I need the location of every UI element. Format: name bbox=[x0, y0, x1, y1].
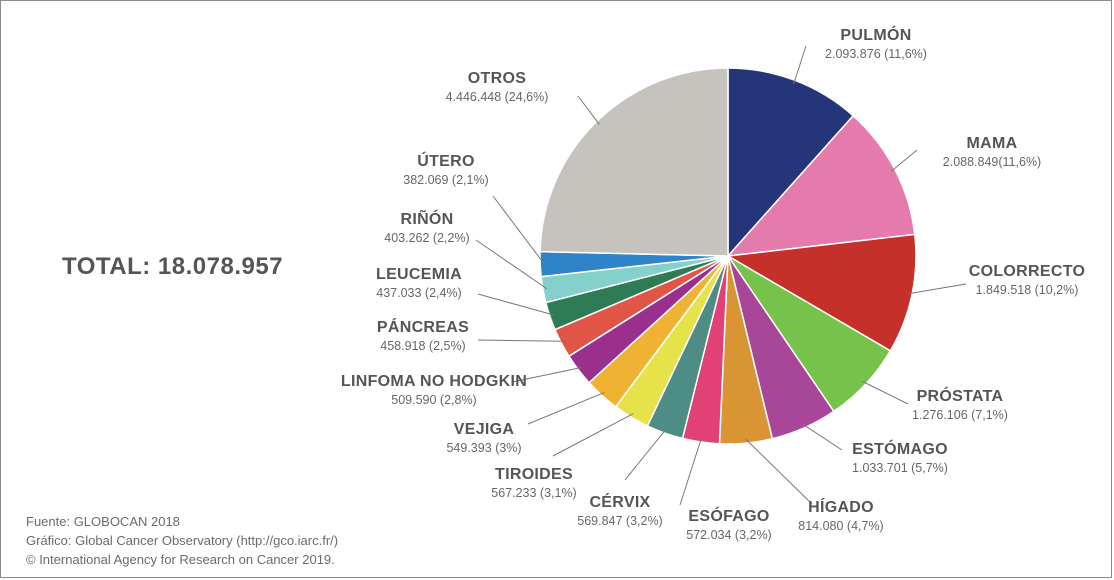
value-prostata: 1.276.106 (7,1%) bbox=[912, 408, 1008, 422]
leader-leucemia bbox=[477, 293, 554, 316]
slice-colorrecto bbox=[725, 233, 917, 352]
credits: Fuente: GLOBOCAN 2018 Gráfico: Global Ca… bbox=[26, 512, 338, 569]
label-prostata: PRÓSTATA bbox=[917, 386, 1004, 405]
source-text: Fuente: GLOBOCAN 2018 bbox=[26, 514, 180, 529]
leader-cervix bbox=[624, 428, 667, 481]
label-vejiga: VEJIGA bbox=[454, 421, 515, 438]
leader-lines bbox=[475, 45, 967, 506]
value-vejiga: 549.393 (3%) bbox=[446, 441, 521, 455]
leader-esofago bbox=[679, 437, 702, 506]
label-mama: MAMA bbox=[967, 135, 1018, 152]
slice-mama bbox=[726, 114, 916, 257]
label-pulmon: PULMÓN bbox=[840, 25, 911, 44]
value-leucemia: 437.033 (2,4%) bbox=[376, 286, 461, 300]
value-estomago: 1.033.701 (5,7%) bbox=[852, 461, 948, 475]
value-tiroides: 567.233 (3,1%) bbox=[491, 486, 576, 500]
total-label: TOTAL: 18.078.957 bbox=[62, 253, 284, 280]
value-pulmon: 2.093.876 (11,6%) bbox=[825, 47, 927, 61]
label-utero: ÚTERO bbox=[417, 151, 475, 170]
value-linfoma-no-hodgkin: 509.590 (2,8%) bbox=[391, 393, 476, 407]
leader-mama bbox=[890, 149, 918, 172]
value-colorrecto: 1.849.518 (10,2%) bbox=[976, 283, 1079, 297]
leader-utero bbox=[492, 195, 545, 265]
label-leucemia: LEUCEMIA bbox=[376, 266, 462, 283]
graphic-credit-text: Gráfico: Global Cancer Observatory (http… bbox=[26, 533, 339, 548]
pie-slices bbox=[539, 67, 917, 445]
value-esofago: 572.034 (3,2%) bbox=[686, 528, 771, 542]
leader-tiroides bbox=[552, 413, 634, 457]
leader-vejiga bbox=[527, 391, 605, 425]
leader-higado bbox=[745, 438, 813, 505]
leader-pancreas bbox=[477, 339, 566, 342]
value-cervix: 569.847 (3,2%) bbox=[577, 514, 662, 528]
value-mama: 2.088.849(11,6%) bbox=[943, 155, 1041, 169]
leader-colorrecto bbox=[908, 283, 967, 295]
slice-labels: PULMÓN 2.093.876 (11,6%) MAMA 2.088.849(11,… bbox=[341, 25, 1085, 542]
value-utero: 382.069 (2,1%) bbox=[403, 173, 488, 187]
leader-estomago bbox=[802, 423, 843, 451]
leader-linfoma-no-hodgkin bbox=[511, 367, 582, 383]
copyright-text: © International Agency for Research on C… bbox=[26, 552, 335, 567]
label-pancreas: PÁNCREAS bbox=[377, 317, 469, 336]
label-cervix: CÉRVIX bbox=[589, 492, 650, 511]
label-otros: OTROS bbox=[468, 70, 526, 87]
value-pancreas: 458.918 (2,5%) bbox=[380, 339, 465, 353]
value-rinon: 403.262 (2,2%) bbox=[384, 231, 469, 245]
value-otros: 4.446.448 (24,6%) bbox=[446, 90, 549, 104]
leader-rinon bbox=[475, 239, 548, 290]
label-tiroides: TIROIDES bbox=[495, 466, 573, 483]
label-estomago: ESTÓMAGO bbox=[852, 439, 948, 458]
label-colorrecto: COLORRECTO bbox=[969, 263, 1085, 280]
label-linfoma-no-hodgkin: LINFOMA NO HODGKIN bbox=[341, 373, 527, 390]
label-higado: HÍGADO bbox=[808, 497, 874, 516]
leader-pulmon bbox=[793, 45, 807, 85]
value-higado: 814.080 (4,7%) bbox=[798, 519, 883, 533]
slice-otros bbox=[539, 67, 729, 257]
label-rinon: RIÑÓN bbox=[400, 208, 453, 228]
leader-prostata bbox=[862, 381, 909, 405]
label-esofago: ESÓFAGO bbox=[688, 506, 769, 525]
leader-otros bbox=[577, 95, 600, 125]
